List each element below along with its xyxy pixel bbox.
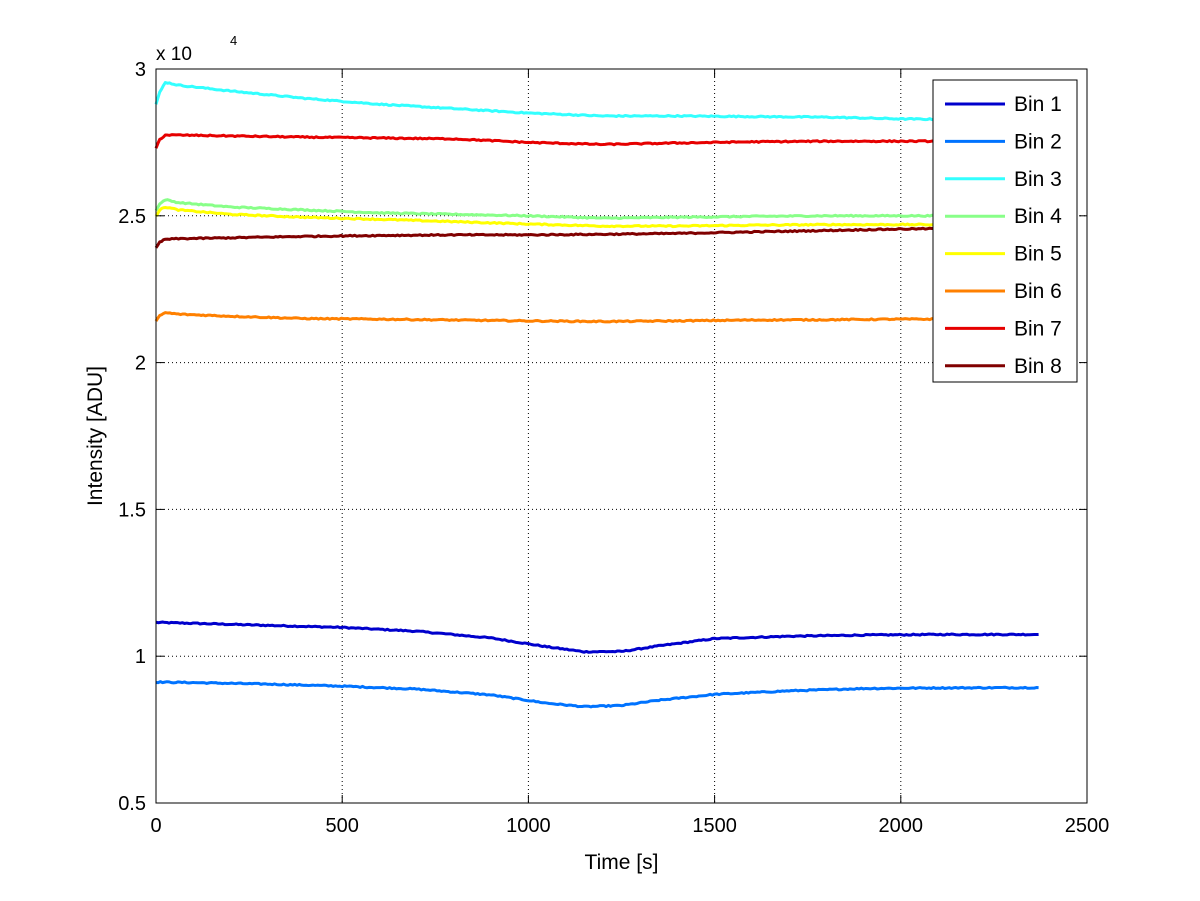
legend-label: Bin 5 — [1014, 243, 1062, 266]
series-line-5 — [154, 206, 1039, 229]
y-tick-label: 1 — [135, 646, 146, 668]
x-axis-label: Time [s] — [585, 851, 659, 874]
legend-box — [932, 79, 1078, 383]
series-line-6 — [154, 311, 1039, 324]
x-tick-label: 1500 — [692, 815, 737, 837]
y-tick-label: 2.5 — [118, 206, 146, 228]
legend-label: Bin 2 — [1014, 130, 1062, 153]
legend-label: Bin 6 — [1014, 280, 1062, 303]
series-line-4 — [154, 198, 1039, 221]
y-axis-label: Intensity [ADU] — [84, 366, 107, 506]
series-line-7 — [154, 133, 1039, 149]
series-line-2 — [155, 680, 1039, 709]
y-tick-label: 3 — [135, 59, 146, 81]
legend-label: Bin 7 — [1014, 317, 1062, 340]
series-line-8 — [154, 225, 1039, 249]
legend: Bin 1 Bin 2 Bin 3 Bin 4 Bin 5 Bin 6 Bin 7 Bin 8 — [932, 79, 1078, 383]
x-tick-label: 2000 — [879, 815, 924, 837]
plot-area — [156, 69, 1087, 803]
legend-label: Bin 1 — [1014, 93, 1062, 116]
x-tick-label: 0 — [150, 815, 161, 837]
x-tick-label: 500 — [326, 815, 359, 837]
y-tick-label: 0.5 — [118, 793, 146, 815]
y-axis-multiplier-exponent: 4 — [230, 33, 237, 48]
tick-labels: 0 500 1000 1500 2000 2500 0.5 1 1.5 2 2.5 3 — [118, 59, 1109, 837]
x-tick-label: 2500 — [1065, 815, 1110, 837]
plot-frame — [155, 68, 1088, 804]
legend-label: Bin 3 — [1014, 168, 1062, 191]
legend-label: Bin 8 — [1014, 355, 1062, 378]
legend-label: Bin 4 — [1014, 205, 1062, 228]
y-axis-multiplier: x 10 — [156, 44, 192, 65]
series-lines — [154, 81, 1039, 709]
x-tick-label: 1000 — [506, 815, 551, 837]
series-line-3 — [154, 81, 1039, 123]
y-tick-label: 2 — [135, 353, 146, 375]
axis-ticks — [155, 68, 1088, 804]
y-tick-label: 1.5 — [118, 499, 146, 521]
series-line-1 — [155, 620, 1039, 654]
